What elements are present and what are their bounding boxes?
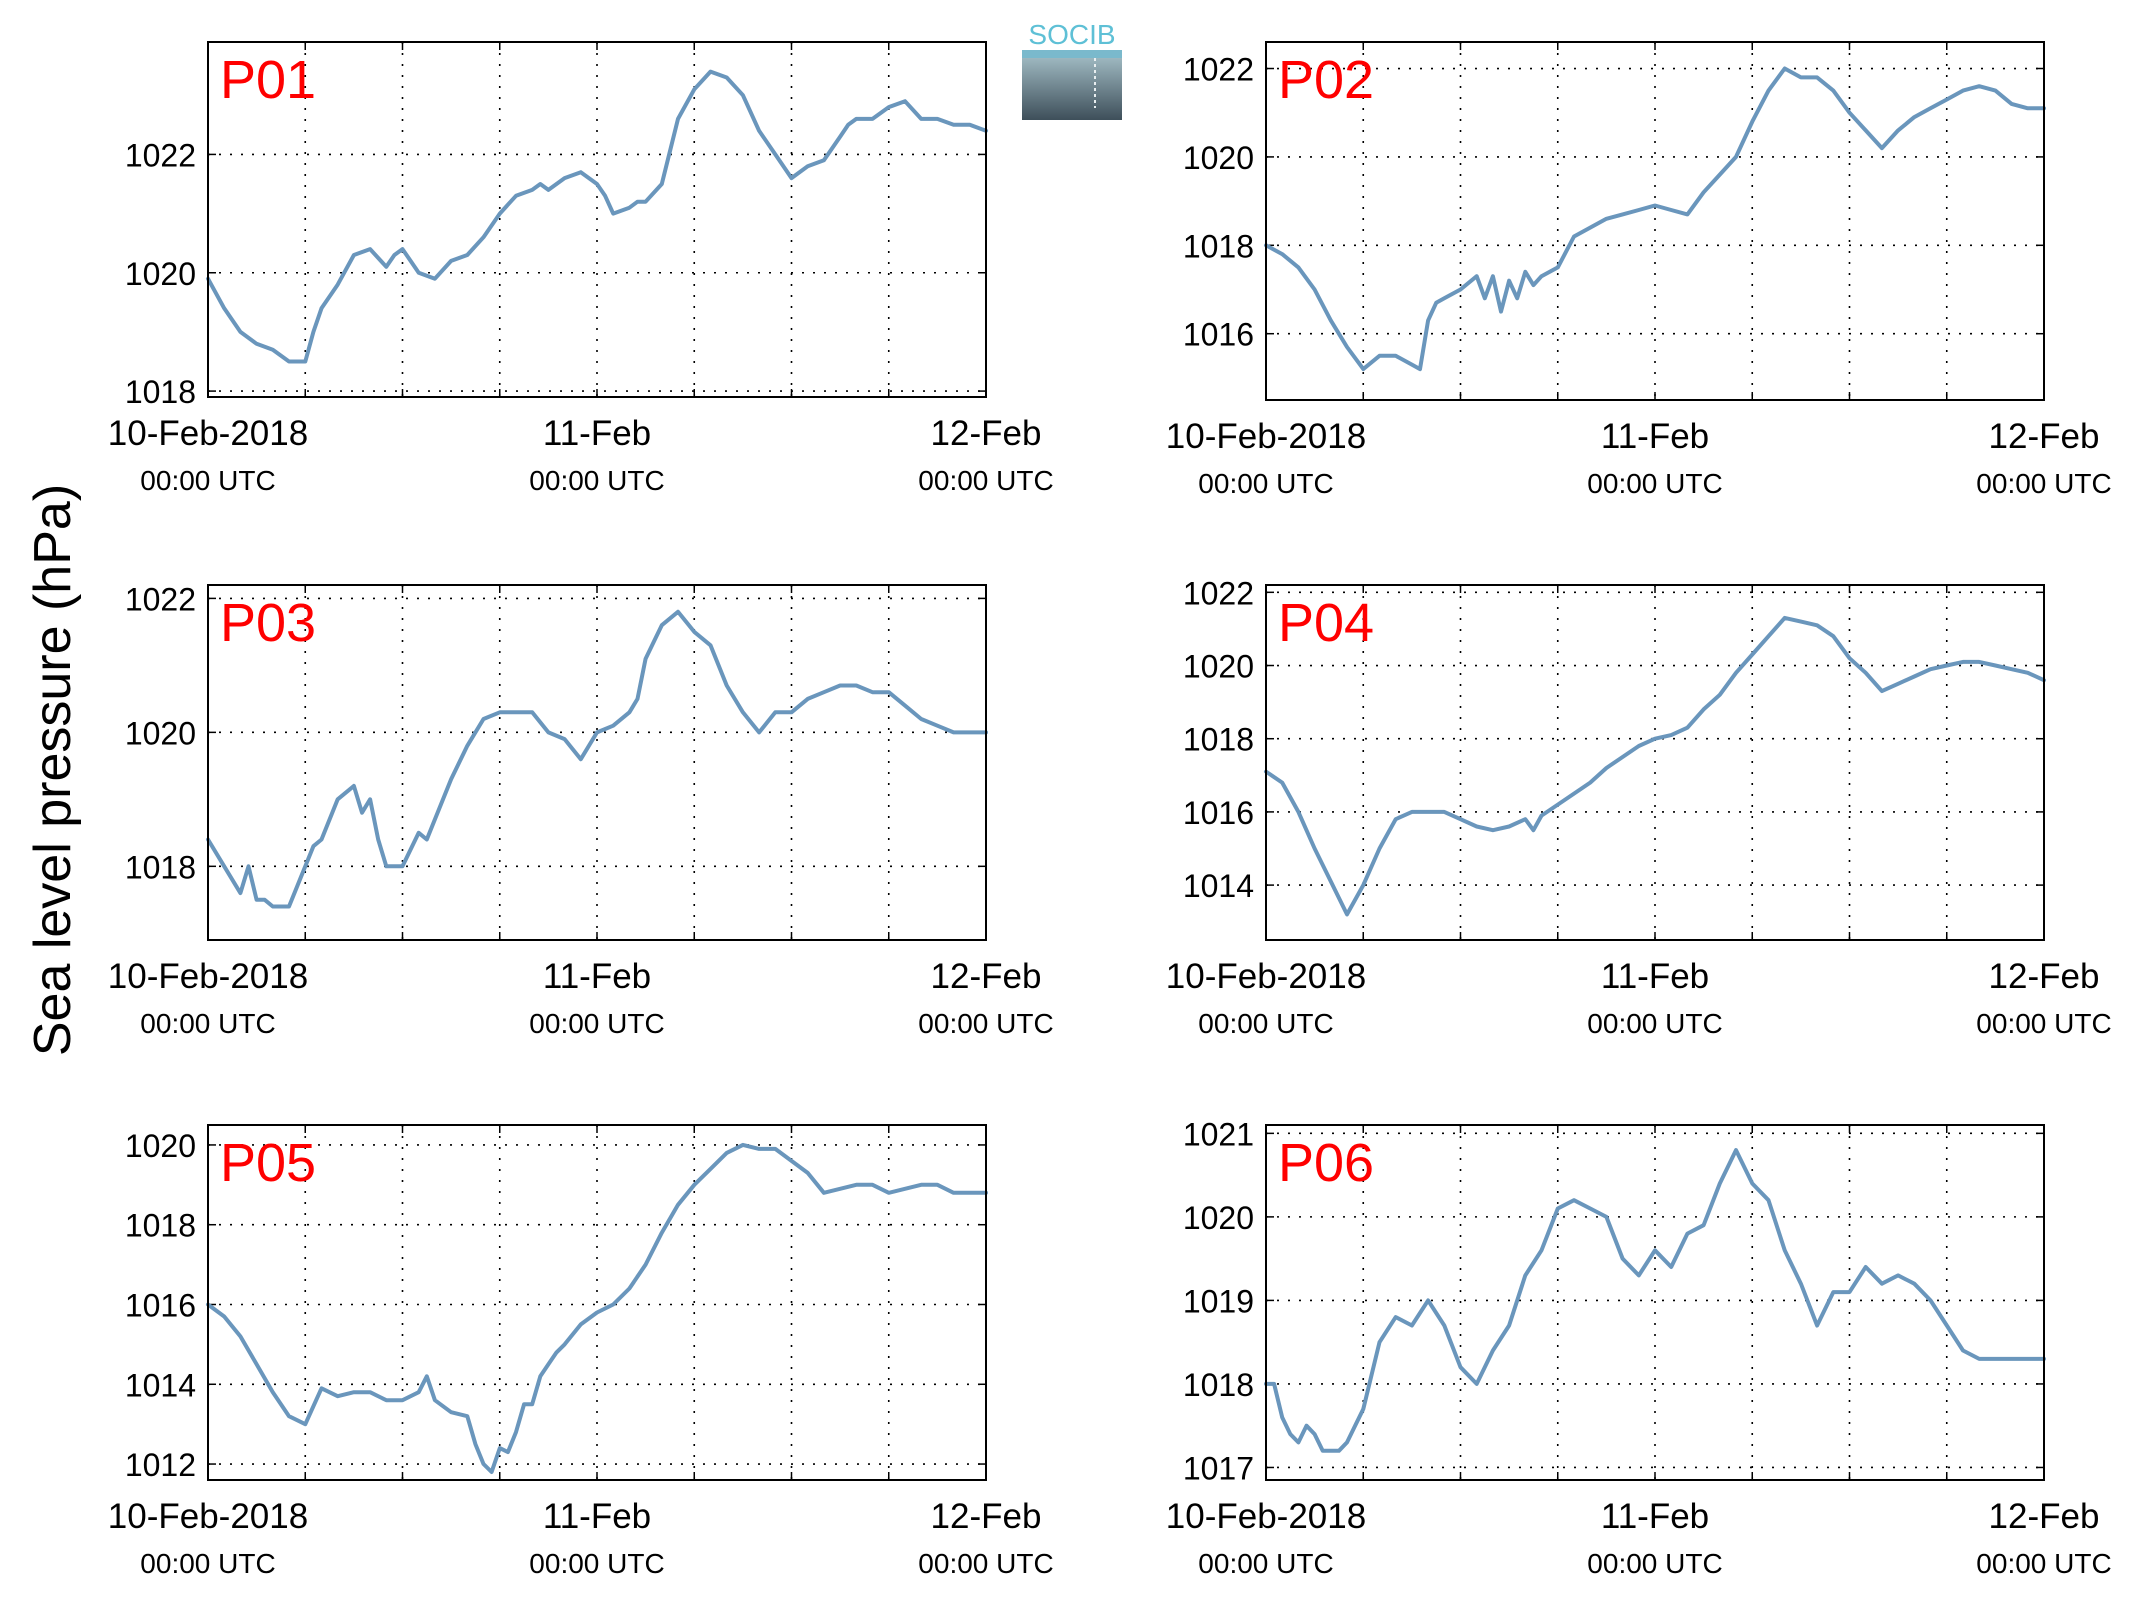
y-axis-label: Sea level pressure (hPa) <box>24 484 82 1056</box>
x-tick-label-time: 00:00 UTC <box>1198 1548 1333 1579</box>
panel-p06: 1017 1018 1019 1020 1021 10-Feb-2018 00:00 UTC… <box>1166 1116 2112 1579</box>
y-tick-label: 1020 <box>125 256 196 292</box>
x-tick-label-date: 12-Feb <box>931 957 1042 996</box>
y-tick-label: 1018 <box>125 374 196 410</box>
axes-frame <box>1265 1124 2045 1481</box>
series-line <box>1264 615 2046 917</box>
y-tick-label: 1014 <box>1183 868 1254 904</box>
x-tick-label-time: 00:00 UTC <box>1587 468 1722 499</box>
x-tick-label-date: 10-Feb-2018 <box>108 414 308 453</box>
panel-label: P01 <box>220 50 316 110</box>
panel-p01: 1018 1020 1022 10-Feb-2018 00:00 UTC 11-Feb 00… <box>108 41 1054 496</box>
x-tick-label-date: 10-Feb-2018 <box>1166 957 1366 996</box>
panel-label: P04 <box>1278 593 1374 653</box>
panel-p02: 1016 1018 1020 1022 10-Feb-2018 00:00 UTC 11-F… <box>1166 41 2112 499</box>
y-tick-label: 1016 <box>1183 317 1254 353</box>
logo-text: SOCIB <box>1028 19 1115 50</box>
series-line <box>206 1142 988 1474</box>
y-tick-label: 1020 <box>1183 649 1254 685</box>
x-tick-label-date: 10-Feb-2018 <box>108 957 308 996</box>
panel-p04: 1014 1016 1018 1020 1022 10-Feb-2018 00:00 UTC… <box>1166 575 2112 1039</box>
y-tick-label: 1018 <box>125 849 196 885</box>
x-tick-label-date: 12-Feb <box>931 1497 1042 1536</box>
x-tick-label-time: 00:00 UTC <box>529 465 664 496</box>
y-tick-label: 1022 <box>1183 575 1254 611</box>
panel-p05: 1012 1014 1016 1018 1020 10-Feb-2018 00:00 UTC… <box>108 1124 1054 1579</box>
series-line <box>206 609 988 909</box>
panel-label: P05 <box>220 1133 316 1193</box>
x-tick-label-date: 12-Feb <box>1989 417 2100 456</box>
x-tick-label-time: 00:00 UTC <box>529 1548 664 1579</box>
y-tick-label: 1017 <box>1183 1450 1254 1486</box>
x-tick-label-date: 11-Feb <box>1601 957 1709 996</box>
x-tick-label-time: 00:00 UTC <box>140 465 275 496</box>
y-tick-label: 1014 <box>125 1367 196 1403</box>
x-tick-label-time: 00:00 UTC <box>1976 468 2111 499</box>
x-tick-label-date: 12-Feb <box>1989 957 2100 996</box>
y-tick-label: 1021 <box>1183 1116 1254 1152</box>
panel-label: P03 <box>220 593 316 653</box>
axes-frame <box>207 1124 987 1481</box>
y-tick-label: 1016 <box>125 1287 196 1323</box>
y-tick-label: 1018 <box>125 1208 196 1244</box>
axes-frame <box>207 41 987 398</box>
x-tick-label-time: 00:00 UTC <box>529 1008 664 1039</box>
panel-label: P06 <box>1278 1133 1374 1193</box>
series-line <box>1264 66 2046 372</box>
y-tick-label: 1016 <box>1183 795 1254 831</box>
y-tick-label: 1020 <box>125 1128 196 1164</box>
y-tick-label: 1018 <box>1183 1367 1254 1403</box>
x-tick-label-date: 10-Feb-2018 <box>108 1497 308 1536</box>
y-tick-label: 1018 <box>1183 722 1254 758</box>
x-tick-label-date: 11-Feb <box>1601 1497 1709 1536</box>
x-tick-label-date: 11-Feb <box>1601 417 1709 456</box>
x-tick-label-time: 00:00 UTC <box>918 1008 1053 1039</box>
y-tick-label: 1022 <box>125 137 196 173</box>
x-tick-label-date: 12-Feb <box>1989 1497 2100 1536</box>
x-tick-label-time: 00:00 UTC <box>918 465 1053 496</box>
x-tick-label-time: 00:00 UTC <box>1198 468 1333 499</box>
axes-frame <box>1265 41 2045 401</box>
x-tick-label-time: 00:00 UTC <box>140 1548 275 1579</box>
axes-frame <box>207 584 987 941</box>
y-tick-label: 1020 <box>1183 140 1254 176</box>
socib-logo: SOCIB <box>1022 19 1122 120</box>
axes-frame <box>1265 584 2045 941</box>
x-tick-label-date: 11-Feb <box>543 1497 651 1536</box>
x-tick-label-time: 00:00 UTC <box>1198 1008 1333 1039</box>
panel-label: P02 <box>1278 50 1374 110</box>
panel-p03: 1018 1020 1022 10-Feb-2018 00:00 UTC 11-Feb 00… <box>108 581 1054 1039</box>
x-tick-label-date: 11-Feb <box>543 957 651 996</box>
x-tick-label-date: 10-Feb-2018 <box>1166 417 1366 456</box>
panels: 1018 1020 1022 10-Feb-2018 00:00 UTC 11-Feb 00… <box>108 41 2112 1579</box>
y-tick-label: 1022 <box>125 581 196 617</box>
y-tick-label: 1012 <box>125 1447 196 1483</box>
x-tick-label-time: 00:00 UTC <box>1587 1008 1722 1039</box>
x-tick-label-time: 00:00 UTC <box>1587 1548 1722 1579</box>
y-tick-label: 1022 <box>1183 52 1254 88</box>
x-tick-label-date: 10-Feb-2018 <box>1166 1497 1366 1536</box>
series-line <box>1264 1148 2046 1453</box>
y-tick-label: 1020 <box>125 715 196 751</box>
series-line <box>206 69 988 364</box>
x-tick-label-time: 00:00 UTC <box>1976 1008 2111 1039</box>
y-tick-label: 1020 <box>1183 1200 1254 1236</box>
x-tick-label-time: 00:00 UTC <box>918 1548 1053 1579</box>
y-tick-label: 1019 <box>1183 1283 1254 1319</box>
x-tick-label-date: 11-Feb <box>543 414 651 453</box>
x-tick-label-time: 00:00 UTC <box>140 1008 275 1039</box>
y-tick-label: 1018 <box>1183 228 1254 264</box>
x-tick-label-date: 12-Feb <box>931 414 1042 453</box>
x-tick-label-time: 00:00 UTC <box>1976 1548 2111 1579</box>
